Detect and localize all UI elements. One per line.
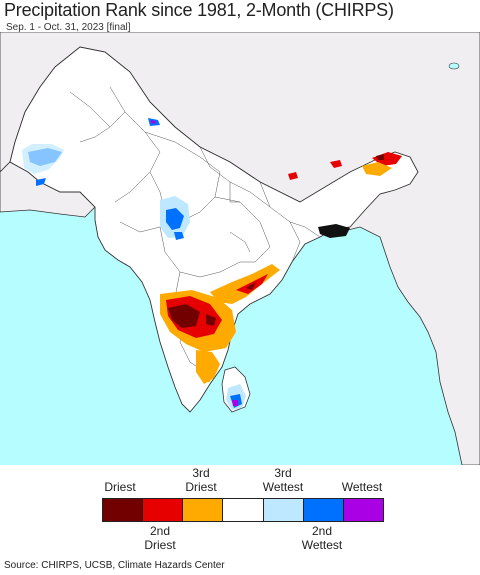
admin-boundaries [69,86,321,373]
legend-swatch-3rd-driest [183,499,224,521]
patch-driest-northeast [376,154,384,160]
precipitation-rank-map [0,32,480,465]
coast-dark [318,224,350,238]
patch-3rd-driest-ap [210,264,280,304]
patch-driest-ap [246,282,256,290]
patch-extreme-wet-srilanka [232,400,238,406]
patch-3rd-wettest-pakistan [22,144,64,174]
legend-label-2nd-wettest: 2nd Wettest [301,524,343,552]
legend-swatch-2nd-wettest [303,499,344,521]
patch-wettest-central [166,208,184,230]
patch-driest-karnataka [168,304,200,328]
legend-swatch-driest [103,499,144,521]
legend-swatch-3rd-wettest [263,499,304,521]
legend-swatch-normal [223,499,264,521]
legend-color-bar [102,498,384,522]
patch-3rd-driest-tn-2 [204,372,212,382]
patch-driest-karnataka-2 [206,314,216,326]
patch-2nd-driest-ap [236,274,268,294]
patch-dry-nepal [330,160,342,168]
legend-label-3rd-wettest: 3rd Wettest [262,466,304,494]
lake [448,62,460,70]
legend-label-2nd-driest: 2nd Driest [144,524,176,552]
patch-2nd-driest-bihar [288,172,298,180]
legend-label-driest: Driest [104,480,136,494]
legend-swatch-2nd-driest [143,499,184,521]
legend-label-3rd-driest: 3rd Driest [185,466,217,494]
south-asia-land [9,46,419,413]
legend-label-wettest: Wettest [341,480,383,494]
map-subtitle: Sep. 1 - Oct. 31, 2023 [final] [6,22,131,33]
map-title: Precipitation Rank since 1981, 2-Month (… [4,0,394,20]
patch-extreme-wet-punjab [151,120,156,124]
rank-patches [22,118,402,410]
legend: Driest 3rd Driest 3rd Wettest Wettest 2n… [0,466,480,556]
patch-wettest-central-2 [174,232,184,240]
patch-wet-pakistan-2 [36,178,46,186]
legend-swatch-wettest [343,499,383,521]
patch-3rd-driest-tn [196,350,220,384]
patch-3rd-driest-northeast [362,162,392,176]
source-credit: Source: CHIRPS, UCSB, Climate Hazards Ce… [4,560,225,571]
